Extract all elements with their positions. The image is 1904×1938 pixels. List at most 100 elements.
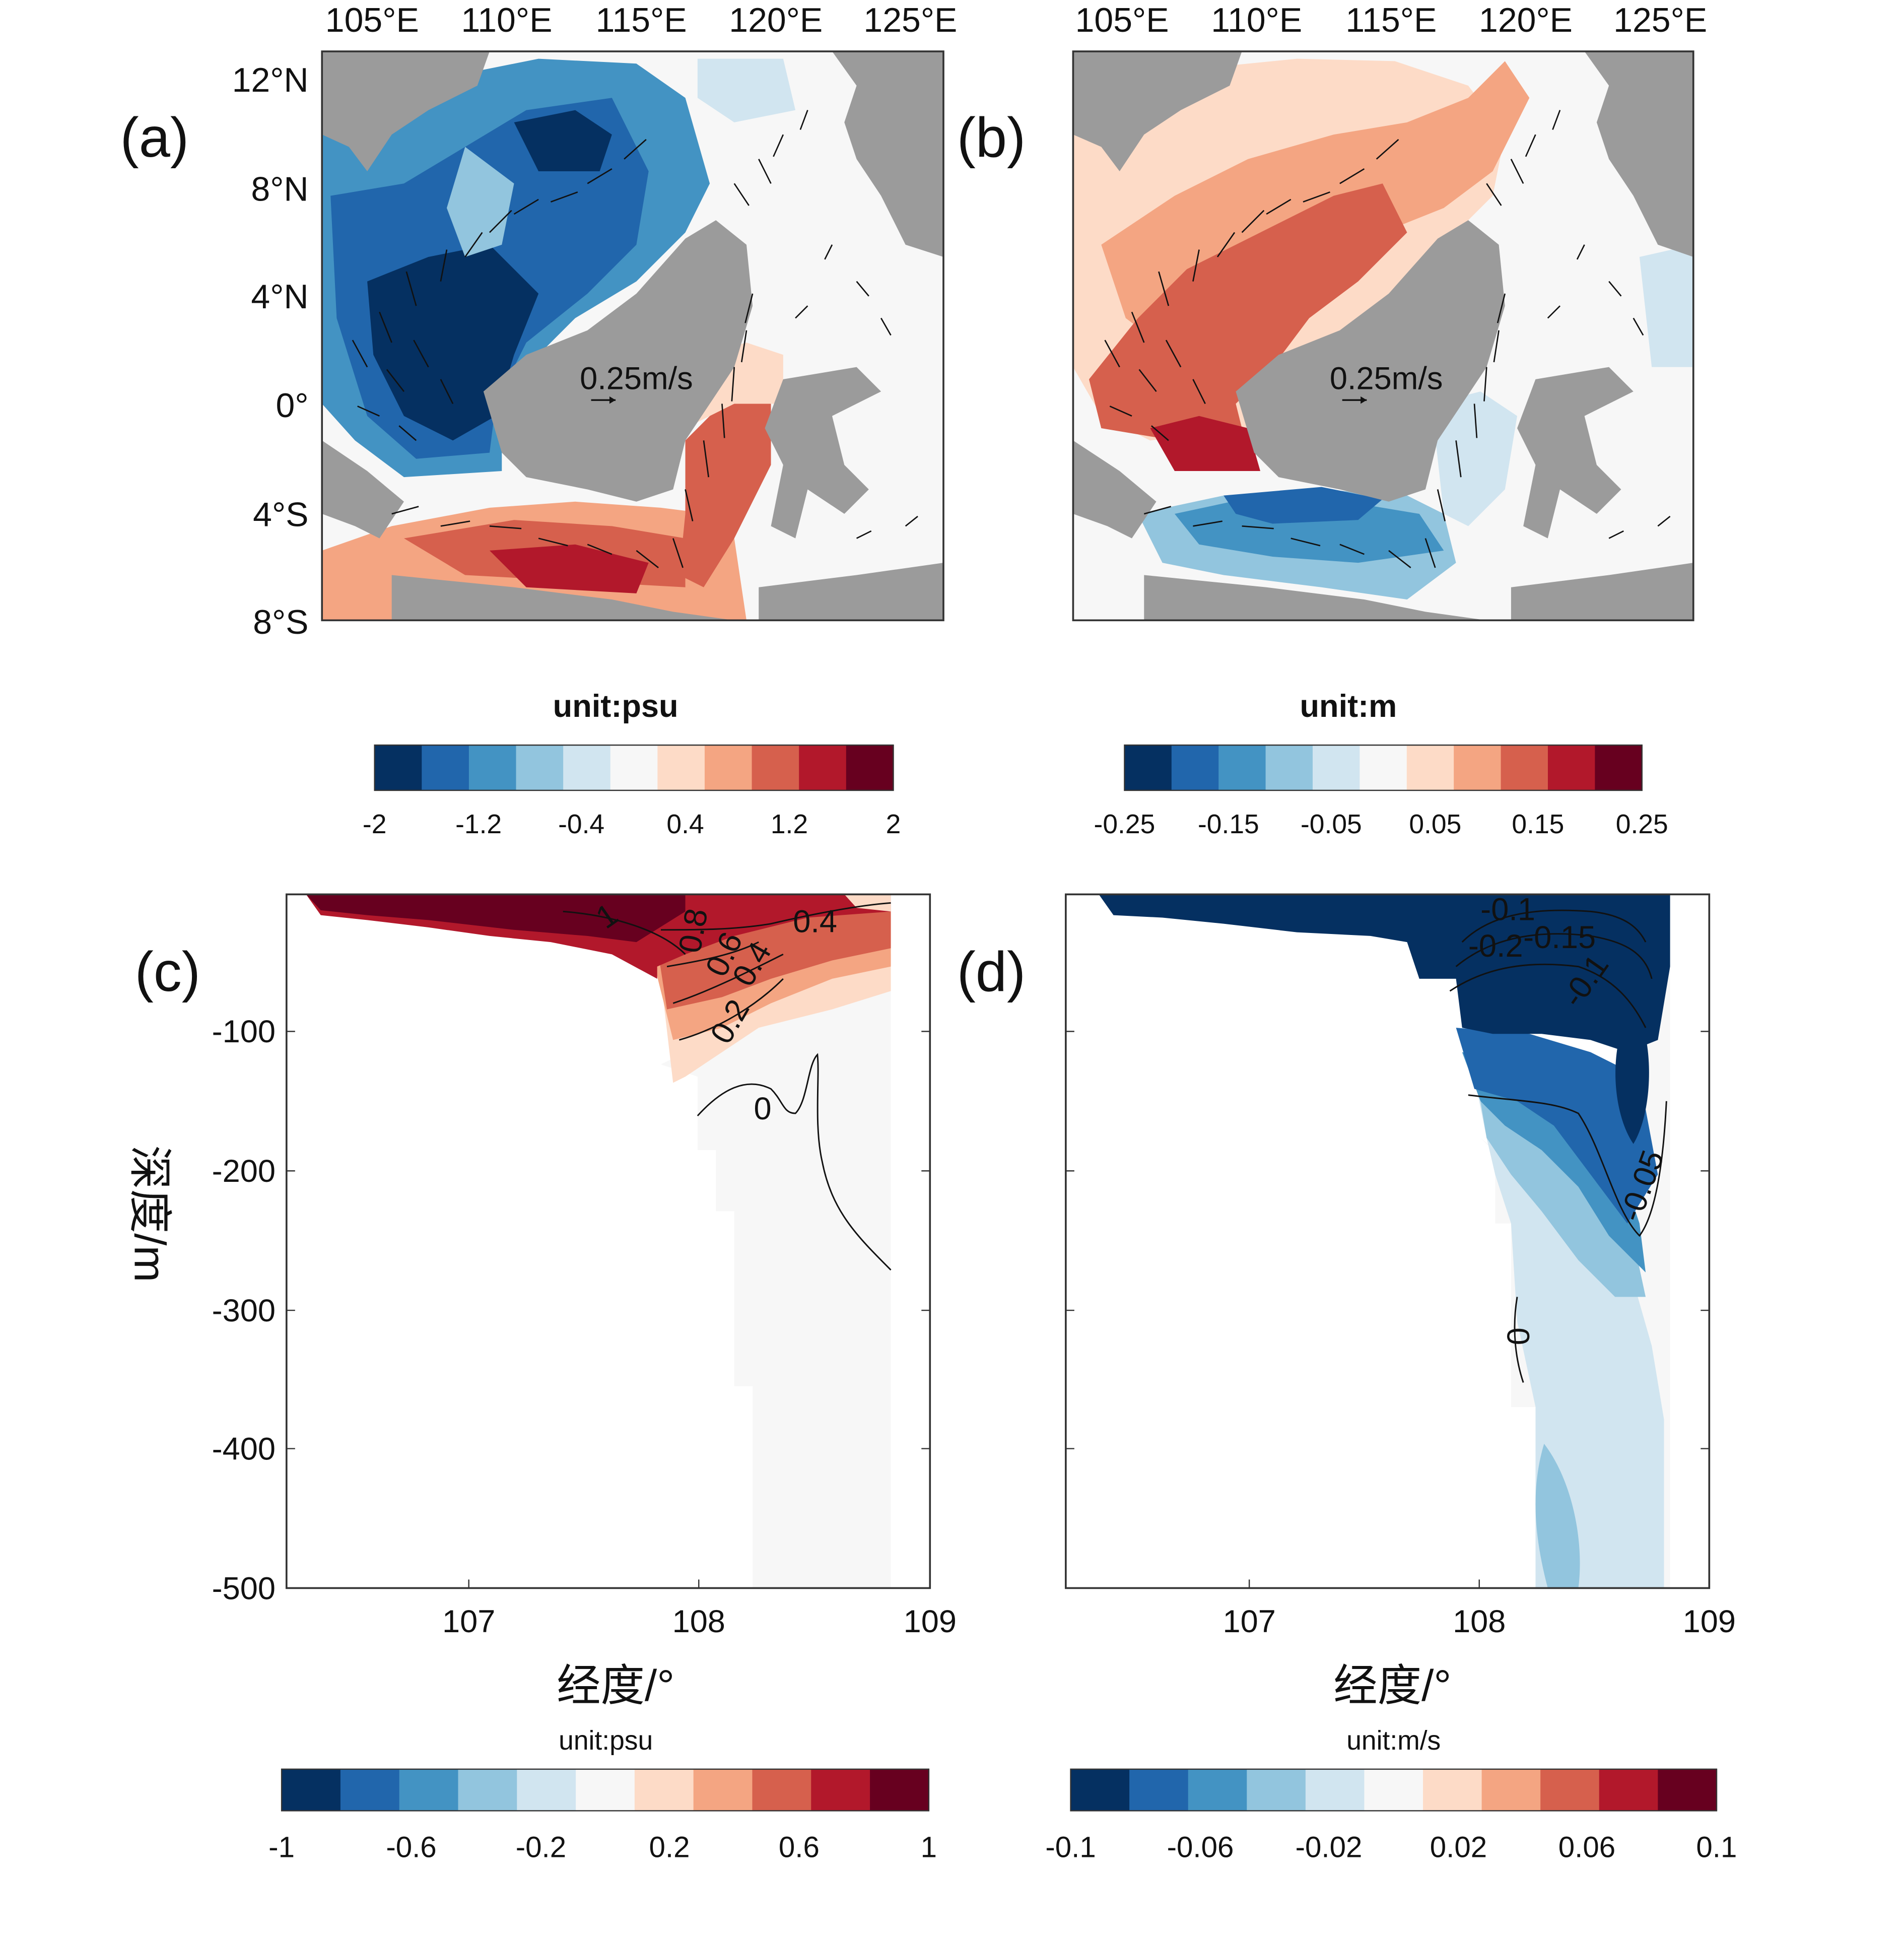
colorbar-swatch xyxy=(1501,745,1549,790)
colorbar-swatch xyxy=(1658,1769,1718,1811)
section-d-light-blue-lower xyxy=(1535,1443,1580,1588)
map-a-lat-tick: 8°S xyxy=(253,603,308,641)
colorbar-d: unit:m/s -0.1 -0.06 -0.02 0.02 0.06 0.1 xyxy=(1045,1726,1737,1864)
section-d-lightest-blue xyxy=(1474,1077,1664,1588)
colorbar-swatch xyxy=(1247,1769,1307,1811)
colorbar-swatch xyxy=(846,745,894,790)
colorbar-b-tick: 0.25 xyxy=(1616,810,1668,839)
colorbar-a-unit: unit:psu xyxy=(553,689,678,724)
section-c-y-tick: -200 xyxy=(212,1154,276,1189)
colorbar-swatch xyxy=(340,1769,400,1811)
map-a-makassar-anomaly xyxy=(679,379,771,587)
section-c-y-tick: -300 xyxy=(212,1293,276,1328)
colorbar-swatch xyxy=(1124,745,1173,790)
panel-label-c: (c) xyxy=(135,940,200,1003)
map-a-land-sulawesi xyxy=(765,367,881,539)
map-b-lon-tick: 110°E xyxy=(1211,1,1302,39)
map-b-frame xyxy=(1072,50,1694,622)
map-a-lon-tick: 115°E xyxy=(596,1,687,39)
colorbar-c-swatches xyxy=(282,1769,930,1811)
colorbar-c-frame xyxy=(281,1768,930,1812)
colorbar-swatch xyxy=(1188,1769,1248,1811)
map-b-land-java xyxy=(1144,575,1487,621)
section-c-y-tick: -100 xyxy=(212,1014,276,1049)
map-b-lon-tick: 115°E xyxy=(1345,1,1437,39)
map-a-lon-ticks: 105°E 110°E 115°E 120°E 125°E xyxy=(325,1,958,39)
map-a-lat-tick: 12°N xyxy=(232,61,309,99)
colorbar-swatch xyxy=(1423,1769,1482,1811)
colorbar-swatch xyxy=(1265,745,1314,790)
section-d-darkest-blue xyxy=(1099,894,1670,1052)
colorbar-swatch xyxy=(1454,745,1502,790)
map-a-land-philippines xyxy=(832,51,943,257)
colorbar-swatch xyxy=(704,745,753,790)
map-b-land-indochina xyxy=(1073,51,1242,172)
map-a-field: 0.25m/s xyxy=(322,51,943,621)
colorbar-a-tick: 1.2 xyxy=(771,810,808,839)
colorbar-a-tick: -1.2 xyxy=(455,810,502,839)
map-b-lon-tick: 105°E xyxy=(1075,1,1169,39)
colorbar-d-tick: -0.1 xyxy=(1045,1831,1096,1864)
panel-label-b: (b) xyxy=(957,106,1026,169)
colorbar-swatch xyxy=(657,745,706,790)
map-b-scs-anomaly-strong xyxy=(1089,183,1407,453)
colorbar-swatch xyxy=(693,1769,753,1811)
colorbar-a-tick: 0.4 xyxy=(666,810,704,839)
map-a-lon-tick: 125°E xyxy=(863,1,957,39)
colorbar-d-tick: -0.02 xyxy=(1296,1831,1363,1864)
section-c-x-tick: 107 xyxy=(442,1604,495,1639)
section-d-contour-label: -0.1 xyxy=(1480,892,1535,927)
colorbar-b-tick: -0.25 xyxy=(1094,810,1155,839)
section-c-field: 1 0.4 0.6 0.4 0.2 0.8 0 xyxy=(286,894,930,1588)
map-b-makassar-light xyxy=(1432,391,1518,526)
colorbar-swatch xyxy=(1313,745,1361,790)
map-a-land-nusa xyxy=(759,563,943,621)
colorbar-a-tick: -0.4 xyxy=(558,810,604,839)
colorbar-swatch xyxy=(1406,745,1455,790)
colorbar-swatch xyxy=(374,745,423,790)
colorbar-swatch xyxy=(1547,745,1596,790)
colorbar-b-swatches xyxy=(1124,745,1643,790)
panel-label-a: (a) xyxy=(120,106,189,169)
map-a-frame xyxy=(321,50,944,622)
map-b-lon-tick: 120°E xyxy=(1479,1,1573,39)
map-b-land-philippines xyxy=(1584,51,1693,257)
colorbar-d-unit: unit:m/s xyxy=(1346,1726,1441,1756)
colorbar-b: unit:m -0.25 -0.15 -0.05 0.05 0.15 0.25 xyxy=(1094,689,1668,839)
section-c-max-red xyxy=(306,894,686,943)
colorbar-a-tick: -2 xyxy=(363,810,387,839)
map-a-east-light-blue xyxy=(697,58,796,122)
colorbar-swatch xyxy=(1481,1769,1541,1811)
section-d-frame xyxy=(1065,893,1711,1589)
colorbar-swatch xyxy=(516,745,564,790)
section-c-contours xyxy=(563,902,892,1271)
panel-c: 1 0.4 0.6 0.4 0.2 0.8 0 -100 -200 -300 -… xyxy=(125,893,957,1710)
section-c-xlabel: 经度/° xyxy=(557,1661,674,1710)
map-b-land-nusa xyxy=(1511,563,1693,621)
section-d-contours xyxy=(1449,909,1667,1383)
section-c-frame xyxy=(285,893,931,1589)
colorbar-b-tick: 0.15 xyxy=(1512,810,1564,839)
colorbar-b-unit: unit:m xyxy=(1300,689,1397,724)
map-a-land-borneo xyxy=(483,220,753,502)
colorbar-swatch xyxy=(1364,1769,1424,1811)
colorbar-swatch xyxy=(1070,1769,1130,1811)
map-a-java-anomaly-dark xyxy=(489,544,649,593)
colorbar-d-frame xyxy=(1070,1768,1718,1812)
map-a-lat-tick: 0° xyxy=(276,386,309,425)
colorbar-swatch xyxy=(752,1769,812,1811)
map-a-land-indochina xyxy=(322,51,490,172)
section-c-contour-label: 0.4 xyxy=(793,904,837,940)
map-a-land-sumatra xyxy=(322,440,404,539)
map-a-scs-core xyxy=(514,110,612,172)
map-a-scale-label: 0.25m/s xyxy=(580,361,693,396)
colorbar-d-tick: 0.1 xyxy=(1696,1831,1737,1864)
colorbar-swatch xyxy=(399,1769,459,1811)
section-c-contour-label: 0 xyxy=(754,1091,772,1126)
section-d-field: -0.1 -0.15 -0.2 -0.1 -0.05 0 xyxy=(1065,892,1710,1588)
colorbar-swatch xyxy=(1540,1769,1600,1811)
colorbar-c-tick: -1 xyxy=(268,1831,295,1864)
colorbar-c-tick: 1 xyxy=(921,1831,937,1864)
panel-label-d: (d) xyxy=(957,940,1026,1003)
